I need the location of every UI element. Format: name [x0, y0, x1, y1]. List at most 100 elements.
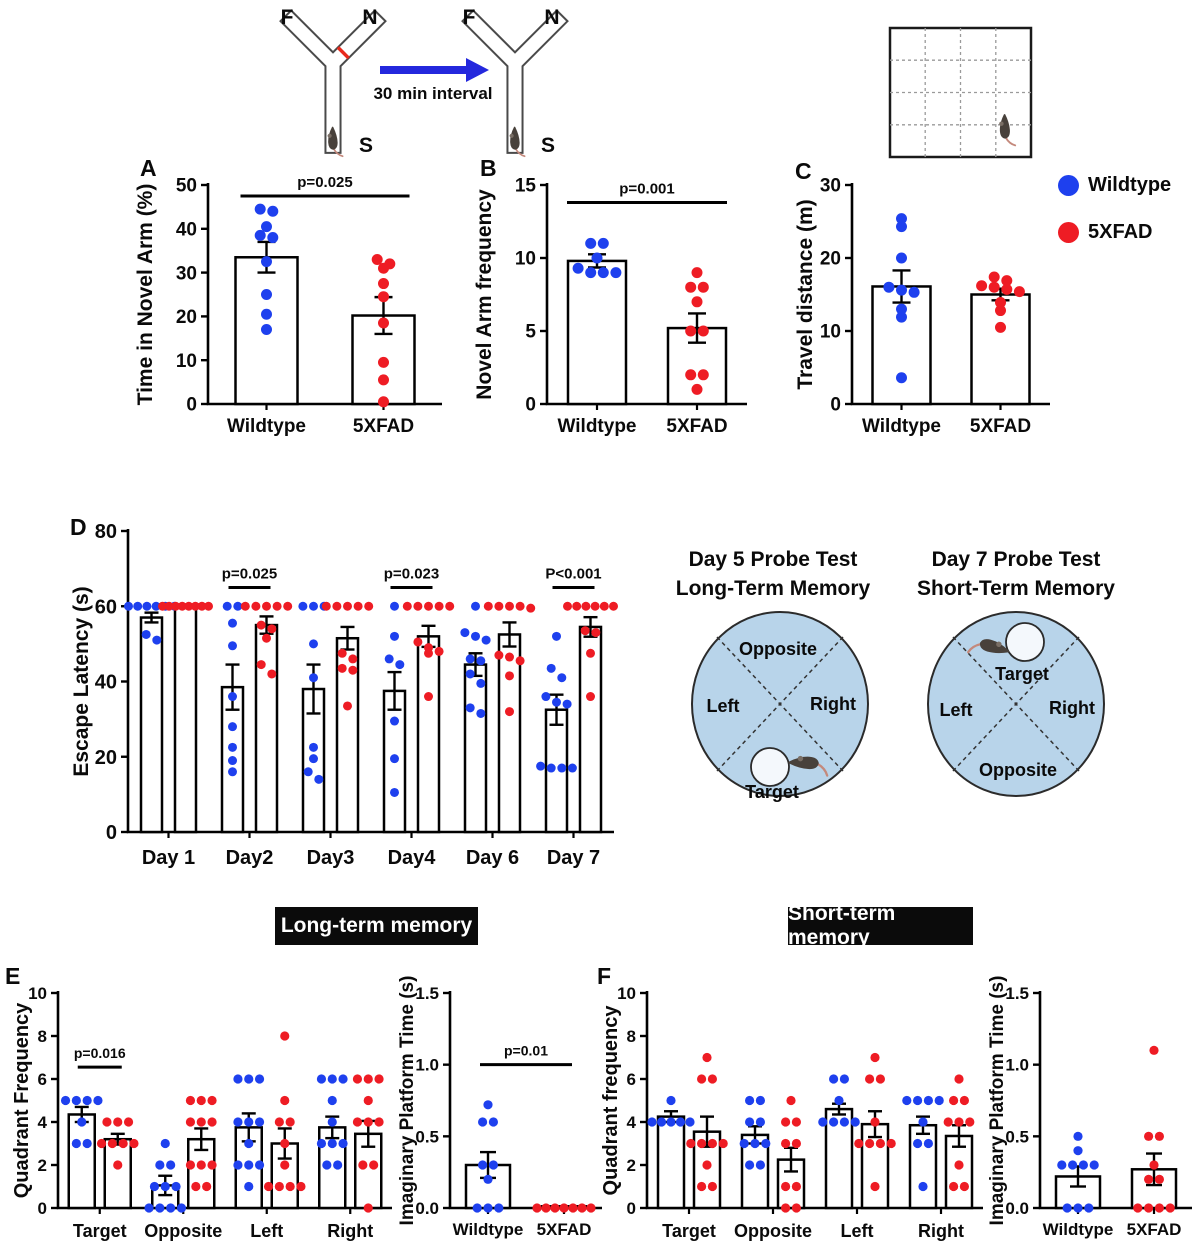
data-point — [233, 1160, 243, 1170]
data-point — [378, 291, 389, 303]
data-point — [244, 1181, 254, 1192]
data-point — [541, 692, 551, 702]
probe-day7-title-line1: Day 7 Probe Test — [932, 548, 1101, 571]
data-point — [552, 631, 561, 641]
data-point — [155, 1160, 165, 1170]
open-field-diagram — [888, 26, 1033, 159]
data-point — [685, 369, 697, 381]
data-point — [697, 369, 709, 381]
chart-time-in-novel-arm: 0 10 20 30 40 50 Time in Novel Arm (%) Wildtype… — [134, 174, 442, 437]
data-point — [124, 601, 133, 611]
data-point — [309, 673, 318, 683]
data-point — [1013, 286, 1025, 298]
data-point — [274, 1181, 284, 1192]
data-point — [959, 1181, 969, 1192]
category-label: Left — [841, 1221, 874, 1241]
data-point — [959, 1095, 969, 1106]
y-tick-label: 0.0 — [415, 1199, 439, 1218]
legend-label: 5XFAD — [1088, 221, 1153, 243]
data-point — [171, 1181, 181, 1192]
data-point — [337, 663, 347, 673]
data-point — [332, 601, 342, 611]
data-point — [913, 1095, 923, 1106]
data-point — [256, 620, 266, 630]
data-point — [691, 296, 703, 308]
data-point — [352, 1074, 363, 1084]
data-point — [718, 1138, 728, 1149]
data-point — [1133, 1203, 1143, 1213]
data-point — [267, 205, 279, 217]
y-tick-label: 0 — [525, 395, 536, 416]
data-point — [280, 1138, 290, 1149]
data-point — [572, 262, 584, 274]
data-point — [390, 787, 399, 797]
data-point — [102, 1117, 112, 1127]
y-tick-label: 5 — [525, 322, 536, 343]
data-point — [707, 1138, 717, 1149]
data-point — [954, 1160, 964, 1170]
data-point — [228, 618, 237, 628]
data-point — [352, 1117, 363, 1127]
data-point — [267, 232, 279, 244]
data-point — [151, 601, 161, 611]
data-point — [196, 1095, 206, 1106]
data-point — [160, 1138, 170, 1149]
data-point — [261, 256, 272, 268]
y-axis-label: Imaginary Platform Time (s) — [397, 976, 418, 1226]
data-point — [761, 1138, 771, 1149]
data-point — [338, 1138, 348, 1149]
data-point — [166, 1160, 176, 1170]
data-point — [567, 763, 577, 773]
data-point — [943, 1117, 953, 1127]
data-point — [546, 763, 556, 773]
data-point — [875, 1138, 885, 1149]
data-point — [184, 601, 194, 611]
data-point — [505, 707, 514, 717]
data-point — [781, 1138, 791, 1149]
data-point — [321, 601, 331, 611]
data-point — [546, 663, 556, 673]
data-point — [374, 1074, 384, 1084]
data-point — [465, 669, 475, 679]
data-point — [750, 1138, 760, 1149]
data-point — [460, 628, 470, 638]
data-point — [505, 671, 514, 681]
category-label: Left — [250, 1221, 283, 1241]
data-point — [954, 1117, 964, 1127]
data-point — [896, 311, 907, 323]
data-point — [781, 1203, 791, 1213]
data-point — [597, 237, 609, 249]
data-point — [207, 1160, 217, 1170]
bar — [908, 1123, 938, 1210]
y-tick-label: 40 — [95, 672, 117, 694]
data-point — [316, 1138, 327, 1149]
data-point — [113, 1117, 123, 1127]
data-point — [358, 1160, 368, 1170]
data-point — [1062, 1203, 1072, 1213]
data-point — [572, 601, 582, 611]
data-point — [995, 321, 1006, 333]
data-point — [185, 1160, 196, 1170]
data-point — [348, 654, 358, 664]
data-point — [395, 660, 405, 670]
y-tick-label: 80 — [95, 521, 117, 543]
panel-letter-b: B — [480, 155, 497, 181]
probe-day5-opposite-label: Opposite — [739, 639, 817, 659]
y-tick-label: 0 — [830, 395, 841, 416]
sig-label: p=0.023 — [384, 565, 439, 582]
y-tick-label: 30 — [820, 176, 841, 197]
data-point — [298, 601, 308, 611]
data-point — [303, 767, 313, 777]
data-point — [745, 1117, 755, 1127]
data-point — [818, 1117, 828, 1127]
data-point — [465, 654, 475, 664]
y-tick-label: 0 — [38, 1199, 47, 1218]
data-point — [434, 646, 444, 656]
data-point — [228, 641, 237, 651]
y-tick-label: 1.5 — [1005, 984, 1029, 1003]
data-point — [244, 1138, 254, 1149]
bar — [173, 605, 198, 834]
data-point — [261, 289, 272, 300]
category-label: Right — [327, 1221, 373, 1241]
